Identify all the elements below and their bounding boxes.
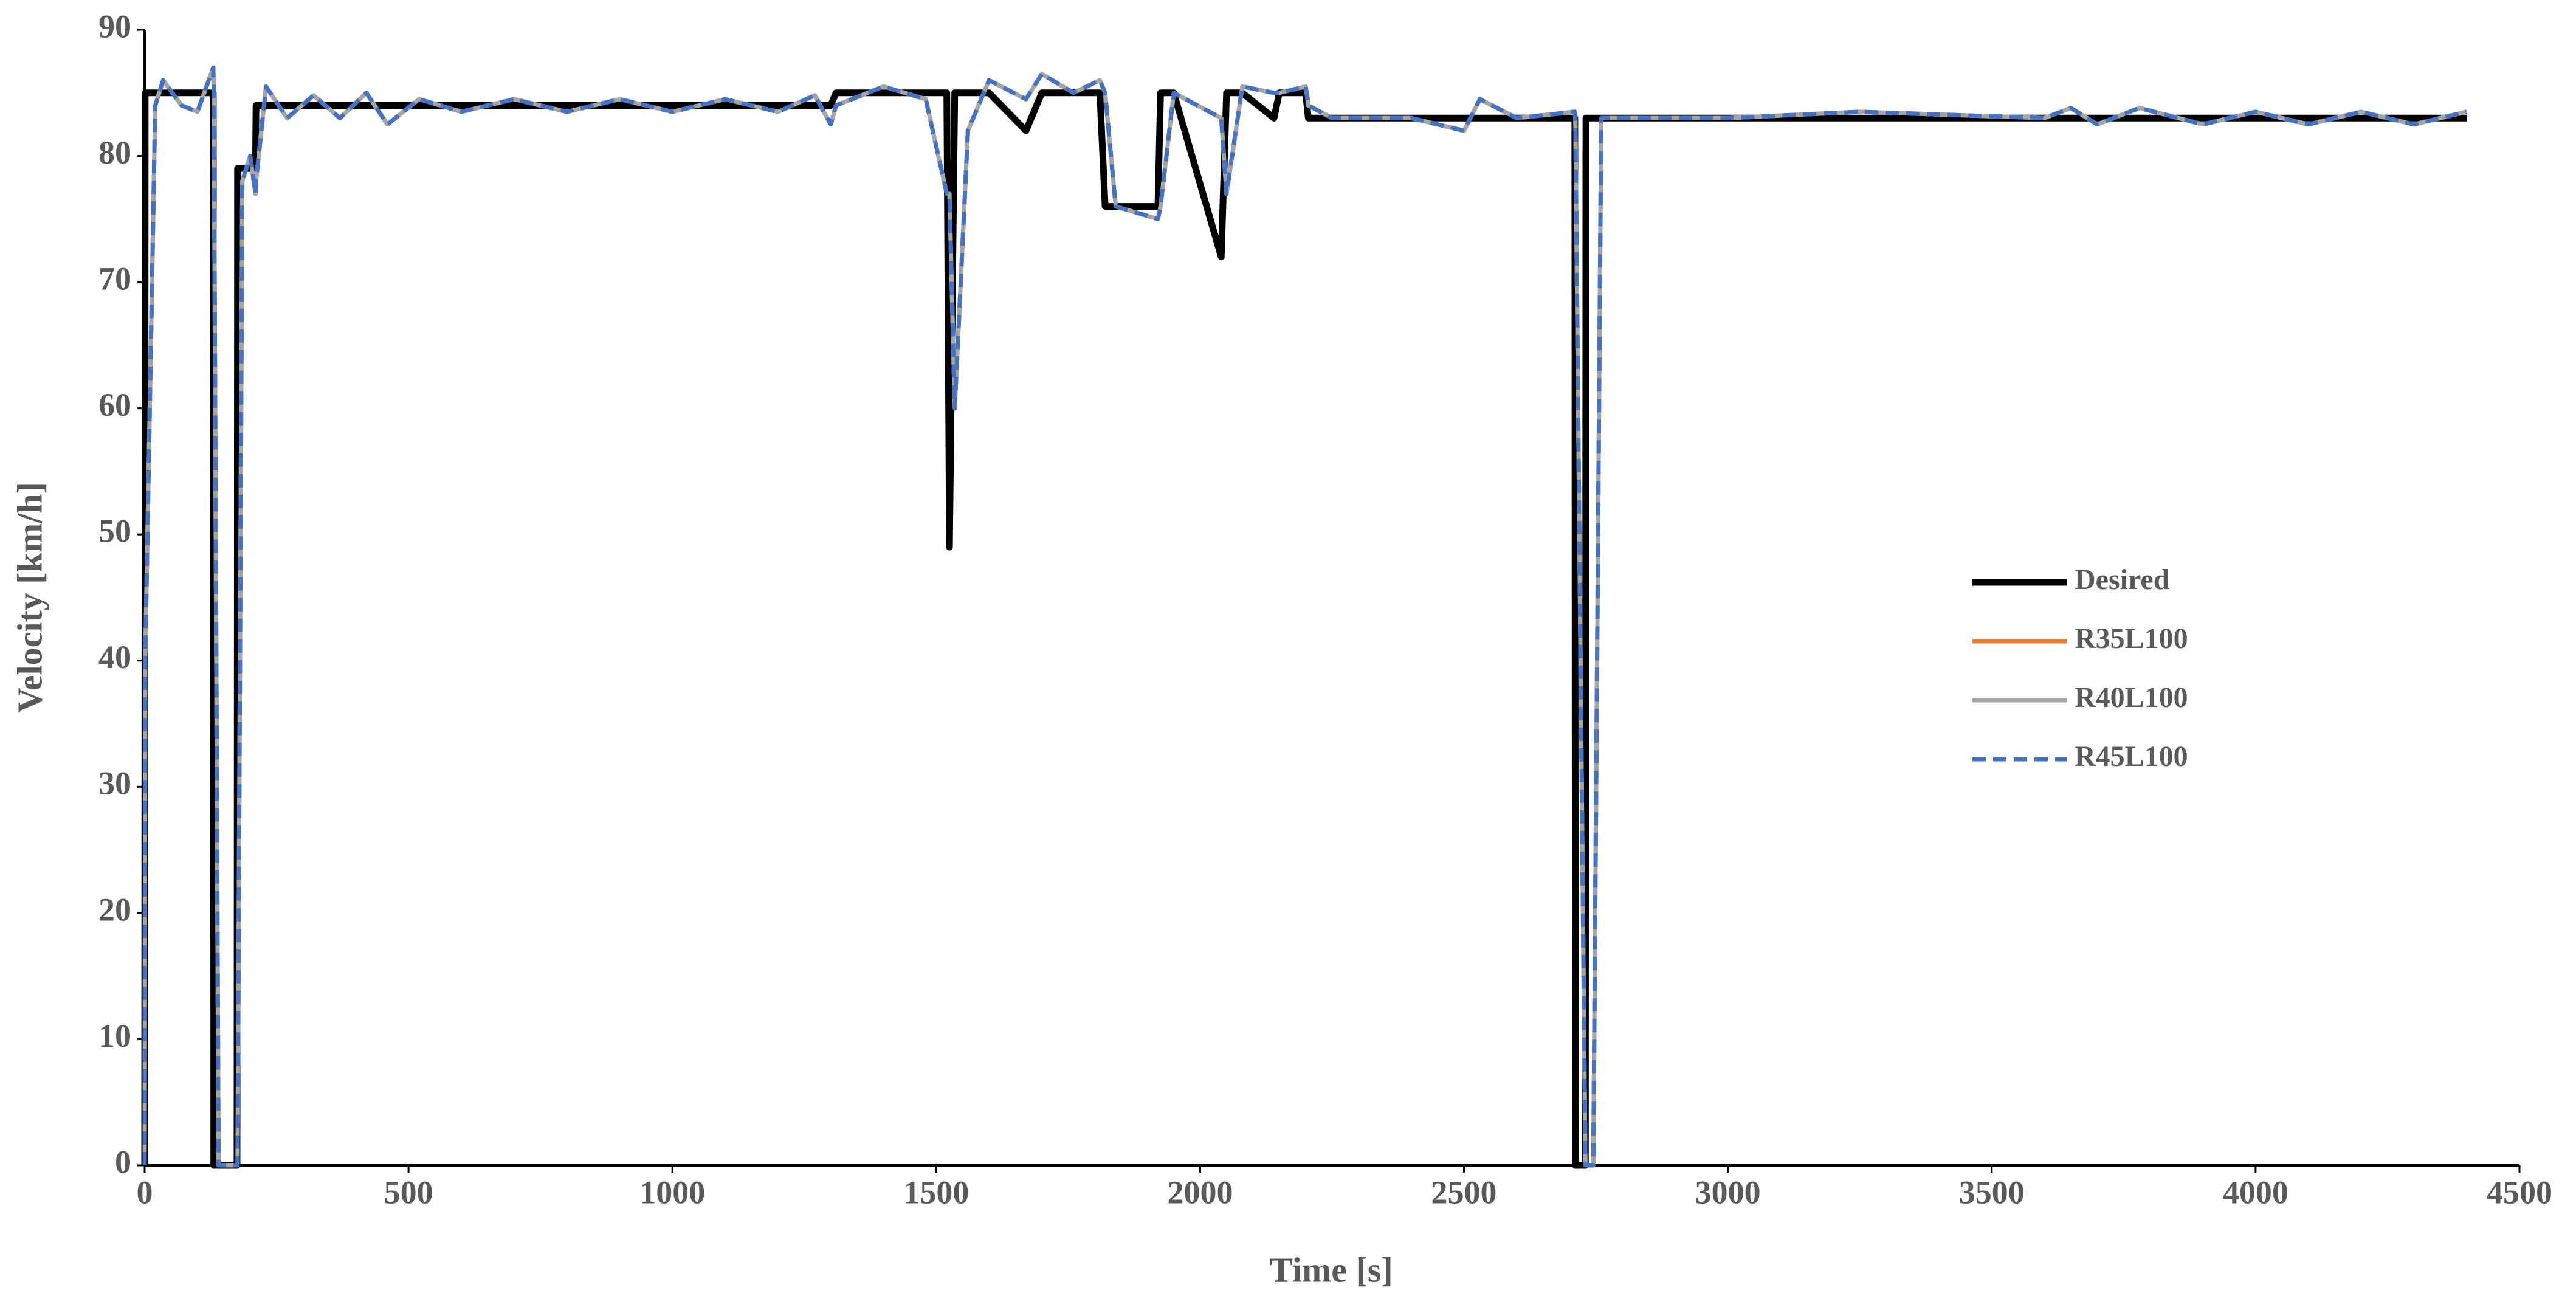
x-tick-label: 2000 <box>1167 1174 1233 1210</box>
x-tick-label: 3500 <box>1959 1174 2025 1210</box>
y-tick-label: 90 <box>98 8 131 44</box>
series-line <box>142 65 2467 1168</box>
y-tick-label: 80 <box>98 134 131 171</box>
y-tick-label: 60 <box>98 387 131 423</box>
y-tick-label: 10 <box>98 1018 131 1054</box>
x-tick-label: 2500 <box>1431 1174 1497 1210</box>
y-tick-label: 70 <box>98 261 131 297</box>
legend-label: R40L100 <box>2075 681 2188 714</box>
y-axis-title: Velocity [km/h] <box>10 482 49 713</box>
series-line <box>142 65 2467 1168</box>
x-tick-label: 4000 <box>2223 1174 2288 1210</box>
x-axis-title: Time [s] <box>1269 1250 1393 1289</box>
y-tick-label: 40 <box>98 639 131 675</box>
series-line <box>142 65 2467 1168</box>
y-tick-label: 0 <box>115 1143 131 1180</box>
x-tick-label: 3000 <box>1695 1174 1761 1210</box>
x-tick-label: 4500 <box>2487 1174 2552 1210</box>
series-line <box>141 89 2467 1169</box>
x-tick-label: 0 <box>137 1174 153 1210</box>
x-tick-label: 1500 <box>903 1174 969 1210</box>
legend-label: R35L100 <box>2075 622 2188 655</box>
x-tick-label: 500 <box>384 1174 433 1210</box>
legend-label: Desired <box>2075 563 2170 596</box>
y-tick-label: 50 <box>98 513 131 550</box>
y-tick-label: 20 <box>98 891 131 928</box>
x-tick-label: 1000 <box>639 1174 705 1210</box>
y-tick-label: 30 <box>98 765 131 802</box>
legend-label: R45L100 <box>2075 740 2188 773</box>
